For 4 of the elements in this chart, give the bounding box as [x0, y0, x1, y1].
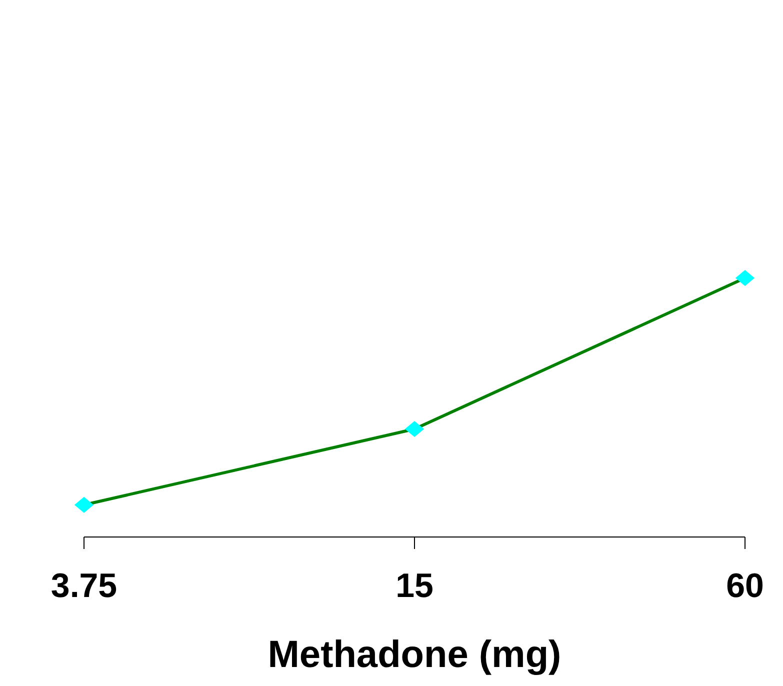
- x-tick-label: 3.75: [50, 567, 118, 606]
- x-tick-label: 15: [396, 567, 434, 606]
- x-axis-title: Methadone (mg): [268, 634, 562, 676]
- x-tick-label: 60: [726, 567, 764, 606]
